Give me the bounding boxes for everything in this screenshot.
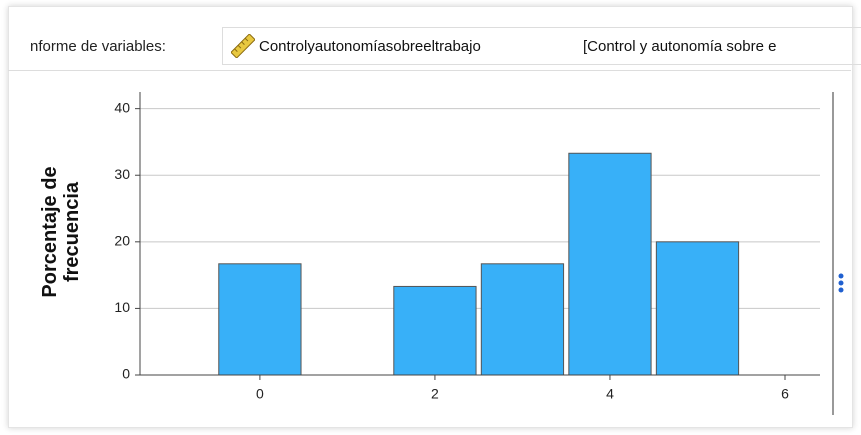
bar [568, 152, 652, 376]
bar [218, 263, 302, 376]
variable-name: Controlyautonomíasobreeltrabajo [259, 38, 481, 55]
handle-dot [838, 273, 844, 279]
toolbar-label: nforme de variables: [30, 38, 166, 55]
handle-dot [838, 280, 844, 286]
y-tick-label: 30 [114, 166, 130, 182]
y-tick-label: 10 [114, 299, 130, 315]
handle-dot [838, 287, 844, 293]
x-tick-label: 6 [781, 386, 789, 402]
y-tick-label: 40 [114, 99, 130, 115]
x-tick-label: 2 [431, 386, 439, 402]
bar [393, 285, 477, 376]
variable-box[interactable]: Controlyautonomíasobreeltrabajo [Control… [222, 27, 861, 65]
variable-label: [Control y autonomía sobre e [583, 38, 777, 55]
bar [655, 241, 740, 376]
y-axis-label: Porcentaje de frecuencia [39, 166, 83, 298]
y-tick-label: 0 [122, 366, 130, 382]
ruler-icon [231, 34, 255, 58]
toolbar: nforme de variables: Controlyautonomíaso… [8, 22, 861, 71]
x-tick-label: 4 [606, 386, 614, 402]
x-tick-label: 0 [256, 386, 264, 402]
y-tick-label: 20 [114, 233, 130, 249]
bar [480, 263, 565, 376]
